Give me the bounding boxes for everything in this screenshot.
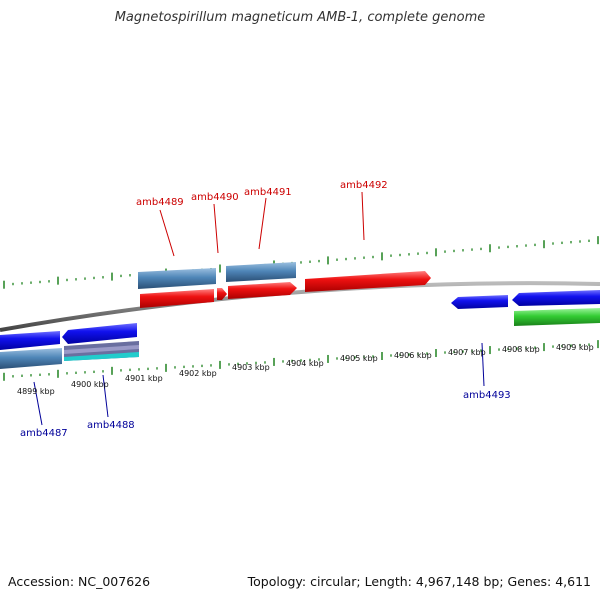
gene-label-amb4493[interactable]: amb4493: [463, 390, 511, 401]
tick-label: 4905 kbp: [340, 354, 378, 363]
gene-labels: amb4487 amb4488 amb4489 amb4490 amb4491 …: [20, 180, 511, 439]
tick-label: 4904 kbp: [286, 359, 324, 368]
tick-label: 4899 kbp: [17, 387, 55, 396]
gene-feature-blue-right[interactable]: [512, 290, 600, 306]
gene-feature-red-2[interactable]: [228, 282, 297, 299]
tick-label: 4906 kbp: [394, 351, 432, 360]
tick-label: 4902 kbp: [179, 369, 217, 378]
gene-label-amb4492[interactable]: amb4492: [340, 180, 388, 191]
gene-amb4488-stripe: [64, 345, 139, 354]
gene-label-amb4490[interactable]: amb4490: [191, 192, 239, 203]
forward-strand-features: [138, 262, 431, 308]
gene-feature-blue-left[interactable]: [0, 331, 60, 350]
gene-label-amb4491[interactable]: amb4491: [244, 187, 292, 198]
gene-feature-green[interactable]: [514, 308, 600, 326]
gene-amb4490[interactable]: [217, 288, 227, 300]
gene-amb4491[interactable]: [226, 262, 296, 282]
reverse-strand-features: [0, 290, 600, 369]
gene-label-amb4488[interactable]: amb4488: [87, 420, 135, 431]
tick-label: 4907 kbp: [448, 348, 486, 357]
tick-label: 4909 kbp: [556, 343, 594, 352]
tick-label: 4901 kbp: [125, 374, 163, 383]
map-title: Magnetospirillum magneticum AMB-1, compl…: [114, 10, 486, 25]
gene-amb4488-cyan: [64, 352, 139, 361]
gene-amb4489[interactable]: [138, 268, 216, 289]
gene-label-amb4489[interactable]: amb4489: [136, 197, 184, 208]
gene-amb4488-blue[interactable]: [62, 323, 137, 344]
label-leader-lines: [33, 191, 485, 426]
gene-feature-red-1[interactable]: [140, 289, 214, 308]
tick-label: 4903 kbp: [232, 363, 270, 372]
tick-row-lower: [3, 340, 599, 381]
axis-tick-labels: 4899 kbp 4900 kbp 4901 kbp 4902 kbp 4903…: [17, 343, 594, 396]
accession-text: Accession: NC_007626: [8, 574, 151, 589]
gene-amb4492[interactable]: [305, 271, 431, 292]
tick-label: 4908 kbp: [502, 345, 540, 354]
genome-backbone: [0, 281, 600, 332]
tick-row-upper: [3, 236, 599, 289]
gene-amb4487[interactable]: [0, 348, 62, 369]
topology-text: Topology: circular; Length: 4,967,148 bp…: [247, 574, 591, 589]
gene-amb4493[interactable]: [451, 295, 508, 309]
gene-label-amb4487[interactable]: amb4487: [20, 428, 68, 439]
tick-label: 4900 kbp: [71, 380, 109, 389]
